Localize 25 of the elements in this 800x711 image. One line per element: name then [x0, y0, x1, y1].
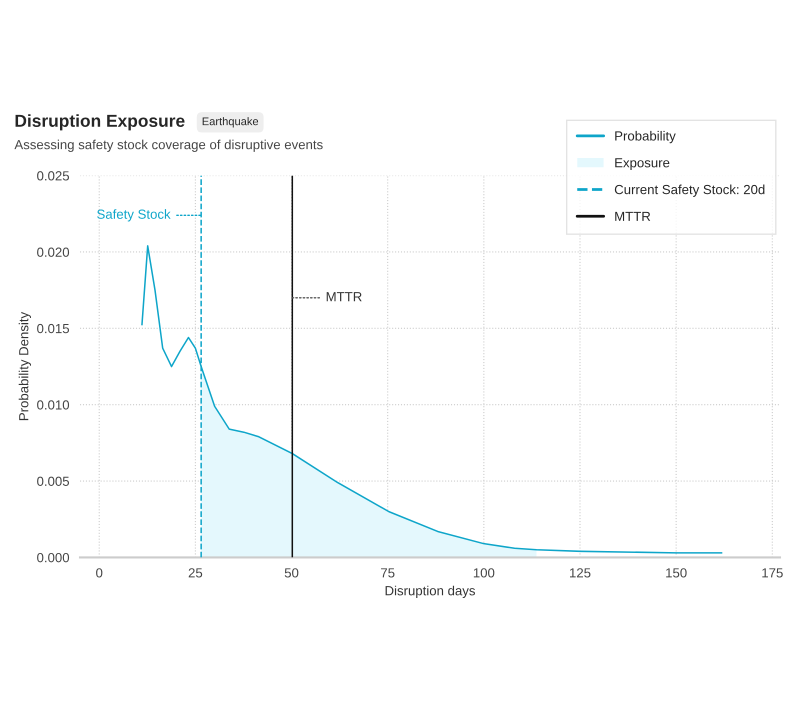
y-axis-title: Probability Density — [18, 312, 32, 420]
x-tick-label: 25 — [188, 568, 202, 578]
y-tick-label: 0.000 — [37, 552, 70, 562]
y-tick-label: 0.010 — [37, 400, 70, 410]
annotation: MTTR — [326, 292, 362, 302]
x-tick-label: 0 — [96, 568, 102, 578]
x-tick-label: 50 — [284, 568, 298, 578]
legend-label: Probability — [615, 130, 676, 144]
chart-title: Disruption Exposure — [16, 114, 185, 130]
x-tick-label: 100 — [474, 568, 494, 578]
legend-label: Current Safety Stock: 20d — [614, 184, 764, 197]
y-tick-label: 0.005 — [37, 476, 70, 486]
y-tick-label: 0.025 — [37, 171, 70, 181]
x-tick-label: 75 — [381, 568, 394, 578]
x-tick-label: 125 — [570, 568, 590, 578]
legend-label: MTTR — [615, 212, 650, 221]
annotation: Safety Stock — [97, 209, 171, 222]
legend-label: Exposure — [615, 158, 670, 170]
chart-subtitle: Assessing safety stock coverage of disruptive events — [14, 140, 323, 152]
x-tick-label: 150 — [666, 568, 687, 578]
y-tick-label: 0.020 — [37, 248, 70, 257]
y-tick-label: 0.015 — [37, 324, 70, 334]
x-axis-title: Disruption days — [386, 586, 475, 598]
text: Earthquake — [202, 117, 258, 128]
x-tick-label: 175 — [762, 568, 783, 578]
